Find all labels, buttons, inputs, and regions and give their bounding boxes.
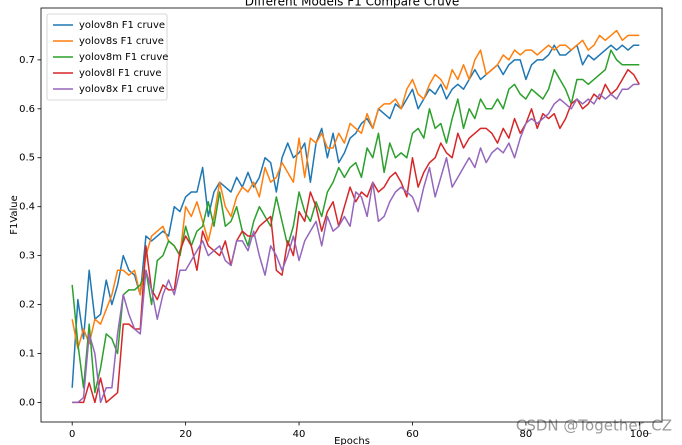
legend-label: yolov8m F1 cruve xyxy=(79,52,168,63)
legend-label: yolov8n F1 cruve xyxy=(79,20,165,31)
x-tick-label: 100 xyxy=(630,429,649,440)
x-tick-label: 20 xyxy=(179,429,192,440)
y-tick-label: 0.1 xyxy=(19,348,35,359)
y-tick-label: 0.5 xyxy=(19,153,35,164)
legend-label: yolov8l F1 cruve xyxy=(79,68,161,79)
y-tick-label: 0.0 xyxy=(19,397,35,408)
x-tick-label: 40 xyxy=(293,429,306,440)
legend-label: yolov8s F1 cruve xyxy=(79,36,164,47)
series-line xyxy=(71,49,640,394)
chart-title: Different Models F1 Compare Cruve xyxy=(245,0,460,9)
watermark: CSDN @Together_CZ xyxy=(516,417,672,436)
plot-frame xyxy=(40,7,663,423)
y-tick-label: 0.6 xyxy=(19,104,35,115)
series-line xyxy=(72,68,640,404)
x-tick-label: 0 xyxy=(69,429,75,440)
series-line xyxy=(71,29,640,350)
y-tick-label: 0.4 xyxy=(19,202,35,213)
series-line xyxy=(72,83,640,404)
y-axis-label: F1Value xyxy=(9,195,20,235)
x-axis-label: Epochs xyxy=(334,436,370,445)
y-tick-label: 0.7 xyxy=(19,55,35,66)
x-tick-label: 60 xyxy=(406,429,419,440)
y-tick-label: 0.2 xyxy=(19,300,35,311)
x-tick-label: 80 xyxy=(520,429,533,440)
legend-label: yolov8x F1 cruve xyxy=(79,84,165,95)
y-tick-label: 0.3 xyxy=(19,251,35,262)
legend-box xyxy=(46,13,168,101)
legend: yolov8n F1 cruve yolov8s F1 cruve yolov8m … xyxy=(46,13,168,101)
